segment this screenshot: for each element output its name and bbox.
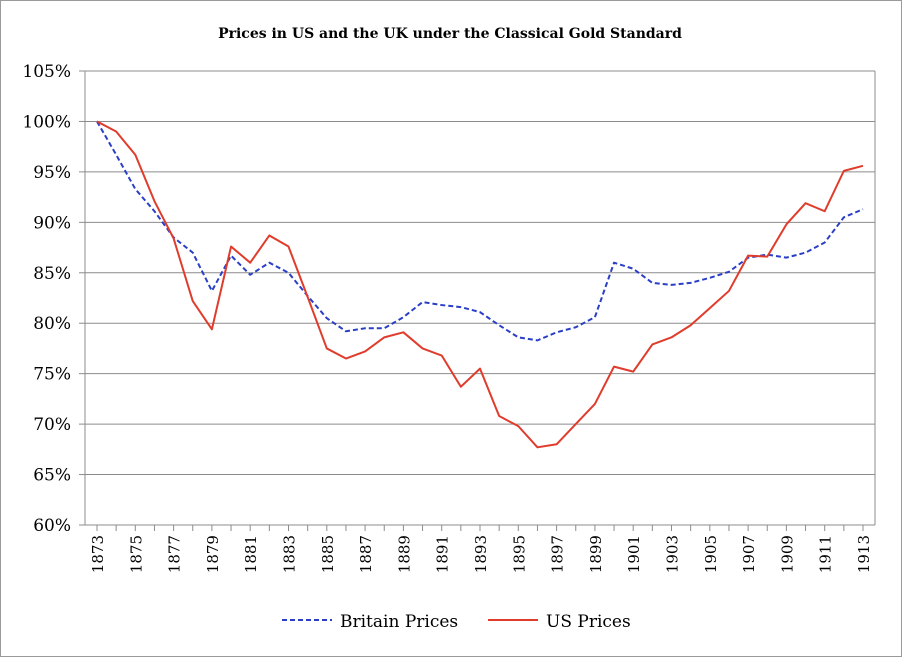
x-tick-label: 1887 xyxy=(357,535,375,573)
x-tick-label: 1879 xyxy=(204,535,222,573)
x-tick-label: 1885 xyxy=(319,535,337,573)
y-tick-label: 95% xyxy=(33,163,71,183)
x-tick-label: 1889 xyxy=(395,535,413,573)
x-tick-label: 1893 xyxy=(472,535,490,573)
y-tick-label: 75% xyxy=(33,365,71,385)
y-tick-label: 85% xyxy=(33,264,71,284)
series-line-britain-prices xyxy=(96,120,864,342)
gridlines xyxy=(85,70,875,526)
x-tick-label: 1895 xyxy=(510,535,528,573)
x-tick-label: 1907 xyxy=(740,535,758,573)
y-tick-label: 90% xyxy=(33,213,71,233)
y-tick-label: 105% xyxy=(22,62,71,82)
y-tick-label: 60% xyxy=(33,516,71,536)
x-tick-label: 1901 xyxy=(625,535,643,573)
legend: Britain Prices US Prices xyxy=(282,612,631,632)
y-tick-label: 70% xyxy=(33,415,71,435)
y-tick-label: 80% xyxy=(33,314,71,334)
x-tick-label: 1873 xyxy=(89,535,107,573)
x-tick-label: 1883 xyxy=(281,535,299,573)
axes xyxy=(84,71,876,526)
x-tick-label: 1875 xyxy=(127,535,145,573)
x-tick-label: 1897 xyxy=(549,535,567,573)
x-tick-label: 1891 xyxy=(434,535,452,573)
x-tick-label: 1877 xyxy=(166,535,184,573)
x-tick-label: 1911 xyxy=(817,535,835,573)
x-tick-label: 1899 xyxy=(587,535,605,573)
x-axis-ticks: 1873 1875 1877 1879 1881 1883 1885 1887 1889 1891… xyxy=(89,525,873,573)
x-tick-label: 1903 xyxy=(664,535,682,573)
y-tick-label: 100% xyxy=(22,112,71,132)
y-axis-ticks: 60% 65% 70% 75% 80% 85% 90% 95% 100% 105% xyxy=(22,62,85,536)
legend-label: US Prices xyxy=(546,612,631,632)
chart-title: Prices in US and the UK under the Classi… xyxy=(218,26,682,42)
x-tick-label: 1913 xyxy=(855,535,873,573)
series-lines xyxy=(96,120,864,449)
series-line-us-prices xyxy=(96,120,864,449)
x-tick-label: 1881 xyxy=(242,535,260,573)
x-tick-label: 1909 xyxy=(778,535,796,573)
legend-label: Britain Prices xyxy=(340,612,458,632)
x-tick-label: 1905 xyxy=(702,535,720,573)
y-tick-label: 65% xyxy=(33,466,71,486)
